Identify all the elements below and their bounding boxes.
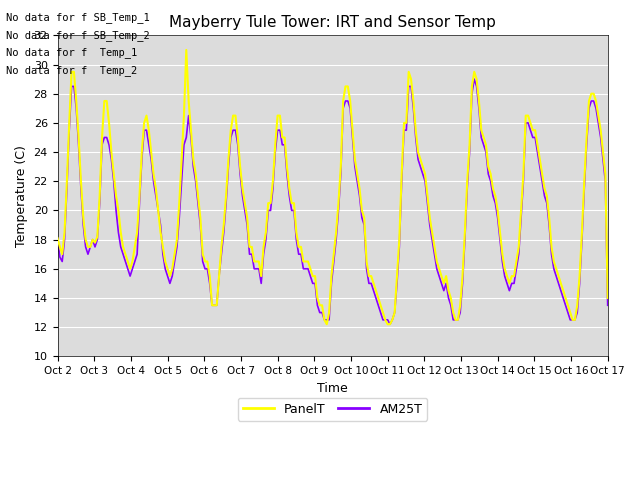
PanelT (463, 179, 471, 184)
Y-axis label: Temperature (C): Temperature (C) (15, 145, 28, 247)
PanelT (356, 186, 364, 192)
AM25T (267, 207, 275, 213)
Line: PanelT: PanelT (58, 50, 608, 324)
Text: No data for f  Temp_1: No data for f Temp_1 (6, 48, 138, 59)
PanelT (182, 47, 190, 53)
PanelT (278, 134, 286, 140)
Legend: PanelT, AM25T: PanelT, AM25T (238, 398, 428, 420)
AM25T (461, 237, 468, 242)
PanelT (323, 321, 331, 327)
X-axis label: Time: Time (317, 382, 348, 395)
Text: No data for f  Temp_2: No data for f Temp_2 (6, 65, 138, 76)
Line: AM25T: AM25T (58, 79, 608, 324)
Text: No data for f SB_Temp_2: No data for f SB_Temp_2 (6, 30, 150, 41)
PanelT (604, 295, 612, 301)
PanelT (103, 98, 111, 104)
PanelT (54, 235, 61, 241)
AM25T (103, 134, 111, 140)
AM25T (386, 321, 394, 327)
PanelT (269, 179, 276, 184)
AM25T (276, 127, 284, 133)
AM25T (470, 76, 478, 82)
Title: Mayberry Tule Tower: IRT and Sensor Temp: Mayberry Tule Tower: IRT and Sensor Temp (169, 15, 496, 30)
PanelT (499, 252, 506, 257)
AM25T (499, 259, 506, 264)
AM25T (351, 164, 358, 169)
AM25T (604, 302, 612, 308)
AM25T (54, 237, 61, 242)
Text: No data for f SB_Temp_1: No data for f SB_Temp_1 (6, 12, 150, 23)
